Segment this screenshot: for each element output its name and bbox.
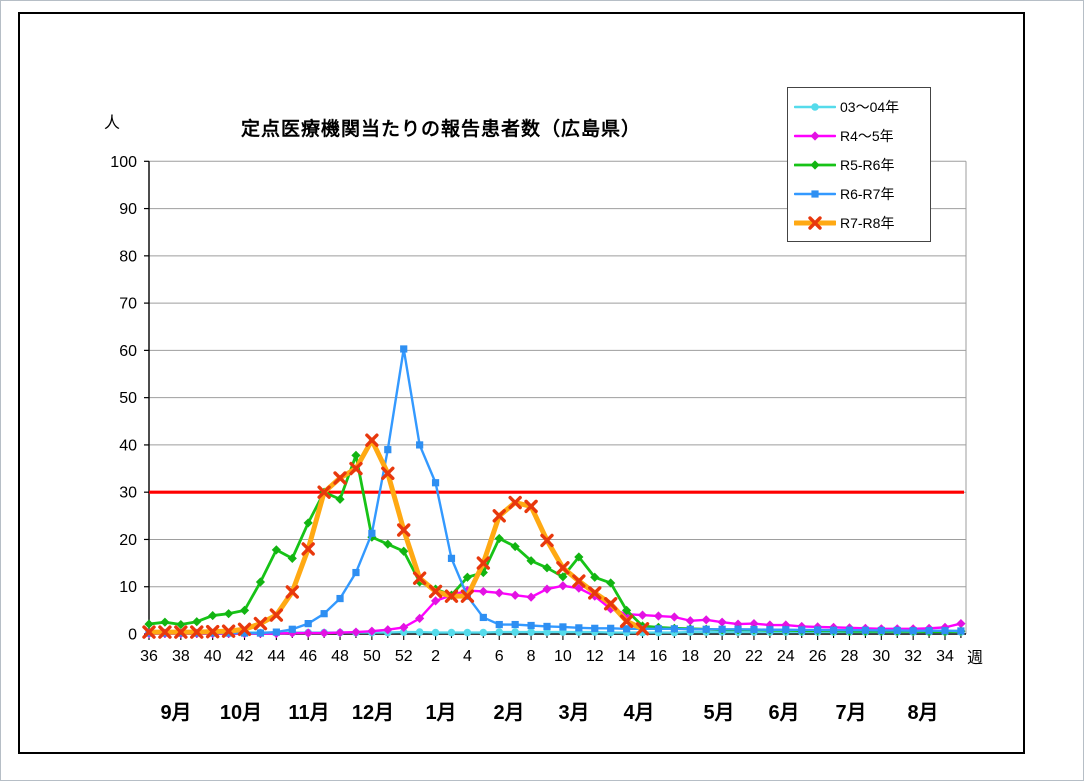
x-tick-label: 28 <box>841 648 859 665</box>
x-tick-label: 32 <box>904 648 922 665</box>
y-tick-label: 80 <box>119 248 137 265</box>
legend-item-R4〜5年: R4〜5年 <box>794 121 924 150</box>
y-tick-label: 90 <box>119 201 137 218</box>
month-label: 3月 <box>558 702 589 724</box>
month-label: 11月 <box>288 702 329 724</box>
diamond-marker-swatch-icon <box>794 130 836 141</box>
x-tick-label: 18 <box>681 648 699 665</box>
y-tick-label: 30 <box>119 485 137 502</box>
legend-label: R7-R8年 <box>840 214 895 231</box>
x-tick-label: 6 <box>495 648 504 665</box>
month-label: 12月 <box>352 702 394 724</box>
x-tick-label: 46 <box>299 648 317 665</box>
x-tick-label: 14 <box>618 648 636 665</box>
y-tick-label: 20 <box>119 532 137 549</box>
legend-label: R4〜5年 <box>840 127 894 144</box>
x-tick-label: 36 <box>140 648 158 665</box>
x-tick-label: 10 <box>554 648 572 665</box>
month-label: 8月 <box>907 702 938 724</box>
x-tick-label: 20 <box>713 648 731 665</box>
y-tick-label: 100 <box>110 154 137 171</box>
y-tick-label: 40 <box>119 437 137 454</box>
y-tick-label: 10 <box>119 579 137 596</box>
month-label: 9月 <box>160 702 191 724</box>
x-tick-label: 50 <box>363 648 381 665</box>
y-tick-label: 60 <box>119 343 137 360</box>
chart-legend: 03〜04年 R4〜5年 R5-R6年 R6-R7年 R7-R8年 <box>787 87 931 242</box>
y-tick-label: 70 <box>119 296 137 313</box>
y-tick-label: 0 <box>128 627 137 644</box>
y-axis-unit-label: 人 <box>104 115 121 132</box>
month-label: 6月 <box>768 702 799 724</box>
x-tick-label: 8 <box>527 648 536 665</box>
x-marker-swatch-icon <box>794 215 836 230</box>
legend-item-R7-R8年: R7-R8年 <box>794 208 924 237</box>
x-tick-label: 12 <box>586 648 604 665</box>
x-tick-label: 4 <box>463 648 472 665</box>
x-tick-label: 52 <box>395 648 413 665</box>
x-tick-label: 26 <box>809 648 827 665</box>
legend-label: R6-R7年 <box>840 185 895 202</box>
month-label: 4月 <box>623 702 654 724</box>
diamond-marker-swatch-icon <box>794 159 836 170</box>
legend-item-R5-R6年: R5-R6年 <box>794 150 924 179</box>
series-R7-R8年 <box>142 433 650 639</box>
x-tick-label: 44 <box>267 648 285 665</box>
x-tick-label: 40 <box>204 648 222 665</box>
x-axis-unit-label: 週 <box>967 650 984 667</box>
month-label: 7月 <box>835 702 866 724</box>
circle-marker-swatch-icon <box>794 102 836 111</box>
gridlines <box>149 160 967 634</box>
x-tick-label: 30 <box>872 648 890 665</box>
month-label: 2月 <box>493 702 524 724</box>
x-tick-label: 16 <box>650 648 668 665</box>
month-label: 10月 <box>220 702 262 724</box>
series-R5-R6年 <box>144 450 966 637</box>
legend-item-R6-R7年: R6-R7年 <box>794 179 924 208</box>
legend-label: R5-R6年 <box>840 156 895 173</box>
x-tick-label: 22 <box>745 648 763 665</box>
y-tick-label: 50 <box>119 390 137 407</box>
x-tick-label: 38 <box>172 648 190 665</box>
legend-label: 03〜04年 <box>840 98 900 115</box>
month-label: 5月 <box>703 702 734 724</box>
chart-title: 定点医療機関当たりの報告患者数（広島県） <box>240 119 641 140</box>
month-label: 1月 <box>425 702 456 724</box>
x-tick-label: 48 <box>331 648 349 665</box>
x-tick-label: 42 <box>236 648 254 665</box>
x-tick-label: 34 <box>936 648 954 665</box>
x-tick-label: 24 <box>777 648 795 665</box>
legend-item-03〜04年: 03〜04年 <box>794 92 924 121</box>
square-marker-swatch-icon <box>794 189 836 198</box>
x-tick-label: 2 <box>431 648 440 665</box>
